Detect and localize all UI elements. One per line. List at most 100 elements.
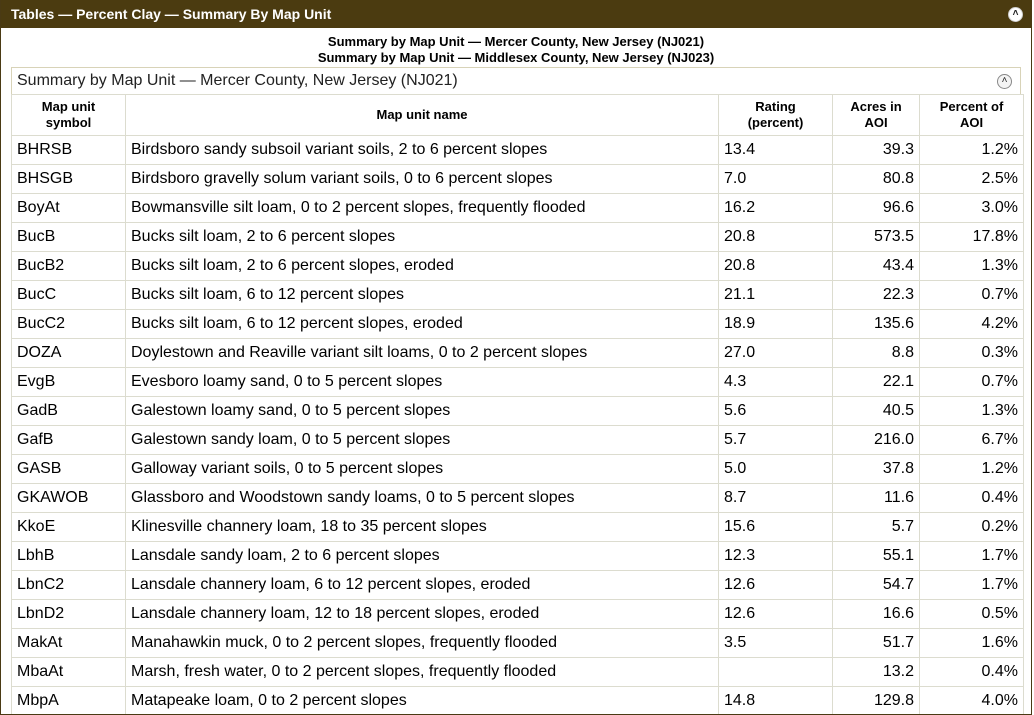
cell-rating: 18.9: [718, 309, 833, 339]
cell-name[interactable]: Birdsboro sandy subsoil variant soils, 2…: [125, 135, 719, 165]
cell-rating: 5.7: [718, 425, 833, 455]
cell-name[interactable]: Galestown sandy loam, 0 to 5 percent slo…: [125, 425, 719, 455]
cell-symbol[interactable]: BucB2: [11, 251, 126, 281]
cell-name[interactable]: Manahawkin muck, 0 to 2 percent slopes, …: [125, 628, 719, 658]
cell-name[interactable]: Lansdale sandy loam, 2 to 6 percent slop…: [125, 541, 719, 571]
cell-symbol[interactable]: BucC2: [11, 309, 126, 339]
cell-acres: 96.6: [832, 193, 920, 223]
cell-name[interactable]: Bucks silt loam, 6 to 12 percent slopes: [125, 280, 719, 310]
cell-symbol[interactable]: BoyAt: [11, 193, 126, 223]
cell-rating: 7.0: [718, 164, 833, 194]
cell-acres: 40.5: [832, 396, 920, 426]
cell-name[interactable]: Lansdale channery loam, 12 to 18 percent…: [125, 599, 719, 629]
cell-rating: 4.3: [718, 367, 833, 397]
cell-rating: 3.5: [718, 628, 833, 658]
cell-percent: 3.0%: [919, 193, 1024, 223]
table-row: GadB Galestown loamy sand, 0 to 5 percent…: [11, 396, 1024, 426]
cell-name[interactable]: Glassboro and Woodstown sandy loams, 0 t…: [125, 483, 719, 513]
table-row: GASB Galloway variant soils, 0 to 5 perce…: [11, 454, 1024, 484]
cell-percent: 1.7%: [919, 541, 1024, 571]
cell-name[interactable]: Marsh, fresh water, 0 to 2 percent slope…: [125, 657, 719, 687]
table-row: MakAt Manahawkin muck, 0 to 2 percent slo…: [11, 628, 1024, 658]
cell-symbol[interactable]: BHSGB: [11, 164, 126, 194]
cell-acres: 51.7: [832, 628, 920, 658]
table-row: DOZA Doylestown and Reaville variant silt…: [11, 338, 1024, 368]
cell-rating: 12.6: [718, 570, 833, 600]
cell-acres: 135.6: [832, 309, 920, 339]
cell-name[interactable]: Bowmansville silt loam, 0 to 2 percent s…: [125, 193, 719, 223]
col-header-percent[interactable]: Percent of AOI: [919, 94, 1024, 136]
cell-rating: 12.6: [718, 599, 833, 629]
cell-symbol[interactable]: GadB: [11, 396, 126, 426]
cell-rating: [718, 657, 833, 687]
cell-rating: 8.7: [718, 483, 833, 513]
header-line-1: Summary by Map Unit — Mercer County, New…: [327, 34, 705, 49]
cell-acres: 216.0: [832, 425, 920, 455]
cell-percent: 17.8%: [919, 222, 1024, 252]
cell-percent: 1.3%: [919, 396, 1024, 426]
cell-symbol[interactable]: GASB: [11, 454, 126, 484]
cell-rating: 20.8: [718, 251, 833, 281]
cell-name[interactable]: Bucks silt loam, 2 to 6 percent slopes: [125, 222, 719, 252]
cell-percent: 0.2%: [919, 512, 1024, 542]
cell-symbol[interactable]: KkoE: [11, 512, 126, 542]
panel-titlebar: Tables — Percent Clay — Summary By Map U…: [1, 0, 1031, 28]
cell-symbol[interactable]: DOZA: [11, 338, 126, 368]
cell-symbol[interactable]: BucB: [11, 222, 126, 252]
section-header: Summary by Map Unit — Mercer County, New…: [11, 67, 1021, 94]
cell-name[interactable]: Lansdale channery loam, 6 to 12 percent …: [125, 570, 719, 600]
cell-acres: 13.2: [832, 657, 920, 687]
cell-rating: 13.4: [718, 135, 833, 165]
collapse-section-icon[interactable]: ˄: [997, 73, 1012, 89]
table-row: KkoE Klinesville channery loam, 18 to 35 …: [11, 512, 1024, 542]
table-header-row: Map unit symbol Map unit name Rating (pe…: [11, 94, 1024, 136]
cell-name[interactable]: Galestown loamy sand, 0 to 5 percent slo…: [125, 396, 719, 426]
cell-acres: 5.7: [832, 512, 920, 542]
cell-symbol[interactable]: MbaAt: [11, 657, 126, 687]
cell-name[interactable]: Klinesville channery loam, 18 to 35 perc…: [125, 512, 719, 542]
table-row: EvgB Evesboro loamy sand, 0 to 5 percent …: [11, 367, 1024, 397]
cell-name[interactable]: Doylestown and Reaville variant silt loa…: [125, 338, 719, 368]
cell-rating: 15.6: [718, 512, 833, 542]
cell-symbol[interactable]: MbpA: [11, 686, 126, 714]
cell-percent: 4.2%: [919, 309, 1024, 339]
cell-percent: 1.3%: [919, 251, 1024, 281]
cell-name[interactable]: Bucks silt loam, 6 to 12 percent slopes,…: [125, 309, 719, 339]
table-row: LbnC2 Lansdale channery loam, 6 to 12 per…: [11, 570, 1024, 600]
cell-symbol[interactable]: BucC: [11, 280, 126, 310]
table-row: LbnD2 Lansdale channery loam, 12 to 18 pe…: [11, 599, 1024, 629]
cell-symbol[interactable]: MakAt: [11, 628, 126, 658]
cell-symbol[interactable]: LbnD2: [11, 599, 126, 629]
table-row: BucC Bucks silt loam, 6 to 12 percent slo…: [11, 280, 1024, 310]
collapse-panel-icon[interactable]: ˄: [1008, 6, 1023, 22]
cell-percent: 0.7%: [919, 280, 1024, 310]
cell-symbol[interactable]: BHRSB: [11, 135, 126, 165]
cell-name[interactable]: Matapeake loam, 0 to 2 percent slopes: [125, 686, 719, 714]
cell-percent: 6.7%: [919, 425, 1024, 455]
cell-symbol[interactable]: LbnC2: [11, 570, 126, 600]
cell-percent: 0.5%: [919, 599, 1024, 629]
cell-acres: 55.1: [832, 541, 920, 571]
cell-acres: 37.8: [832, 454, 920, 484]
cell-symbol[interactable]: GafB: [11, 425, 126, 455]
cell-percent: 1.6%: [919, 628, 1024, 658]
col-header-symbol[interactable]: Map unit symbol: [11, 94, 126, 136]
table-row: MbaAt Marsh, fresh water, 0 to 2 percent …: [11, 657, 1024, 687]
cell-symbol[interactable]: LbhB: [11, 541, 126, 571]
cell-rating: 5.0: [718, 454, 833, 484]
cell-acres: 11.6: [832, 483, 920, 513]
cell-name[interactable]: Evesboro loamy sand, 0 to 5 percent slop…: [125, 367, 719, 397]
cell-name[interactable]: Birdsboro gravelly solum variant soils, …: [125, 164, 719, 194]
header-line-2: Summary by Map Unit — Middlesex County, …: [317, 50, 715, 65]
cell-acres: 129.8: [832, 686, 920, 714]
cell-acres: 22.3: [832, 280, 920, 310]
cell-name[interactable]: Galloway variant soils, 0 to 5 percent s…: [125, 454, 719, 484]
cell-symbol[interactable]: EvgB: [11, 367, 126, 397]
col-header-name[interactable]: Map unit name: [125, 94, 719, 136]
cell-symbol[interactable]: GKAWOB: [11, 483, 126, 513]
cell-name[interactable]: Bucks silt loam, 2 to 6 percent slopes, …: [125, 251, 719, 281]
cell-acres: 39.3: [832, 135, 920, 165]
col-header-acres[interactable]: Acres in AOI: [832, 94, 920, 136]
col-header-rating[interactable]: Rating (percent): [718, 94, 833, 136]
